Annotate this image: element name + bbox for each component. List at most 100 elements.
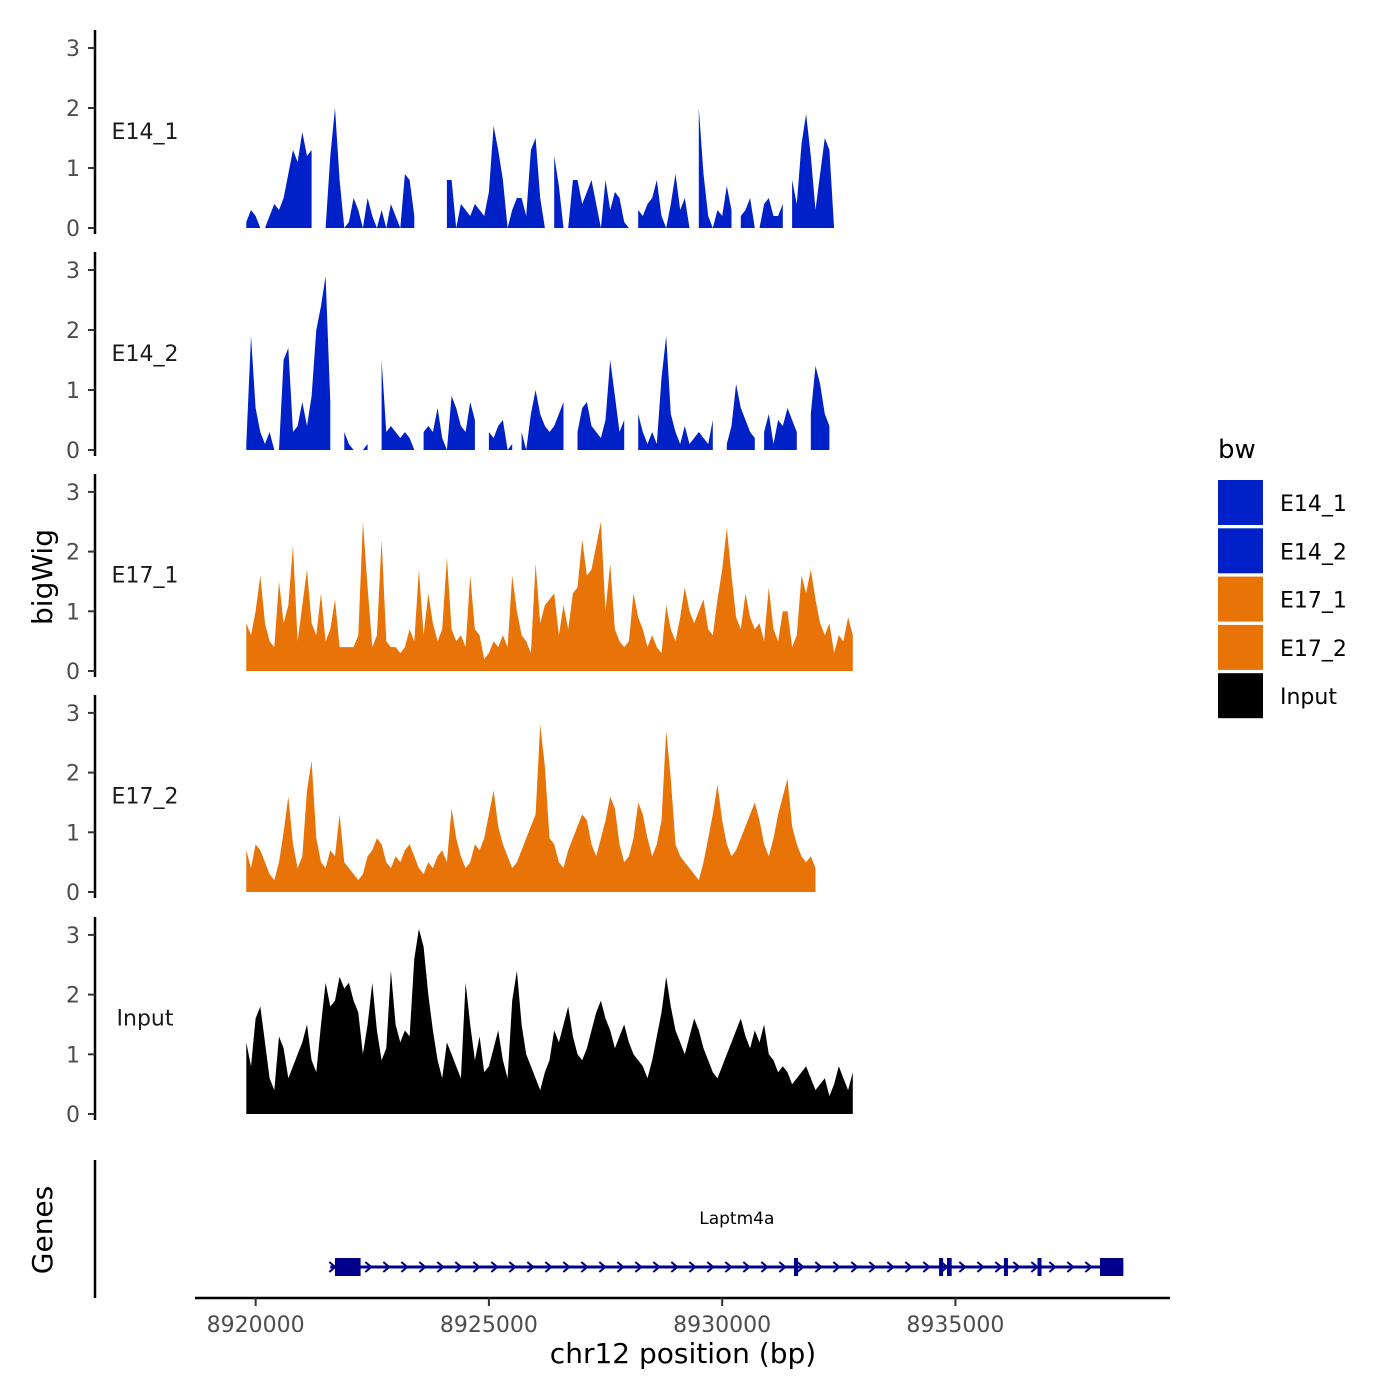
signal-area-E14_2	[726, 384, 755, 450]
x-axis-title: chr12 position (bp)	[550, 1337, 816, 1370]
signal-area-E14_2	[577, 360, 625, 450]
y-tick-label: 3	[66, 924, 80, 949]
track-label: Input	[117, 1007, 174, 1032]
y-tick-label: 0	[66, 217, 80, 242]
y-tick-label: 1	[66, 821, 80, 846]
gene-exon	[947, 1258, 952, 1276]
y-tick-label: 3	[66, 702, 80, 727]
strand-arrow	[904, 1261, 913, 1273]
signal-area-E14_1	[446, 126, 545, 228]
signal-area-E14_1	[792, 114, 835, 228]
genes-axis-title: Genes	[26, 1186, 59, 1274]
y-tick-label: 2	[66, 319, 80, 344]
gene-Laptm4a: Laptm4a	[328, 1209, 1124, 1276]
legend-entry-E17_2: E17_2	[1218, 624, 1347, 670]
gene-exon	[939, 1258, 944, 1276]
signal-area-E14_2	[764, 408, 797, 450]
legend-label: E17_2	[1280, 637, 1347, 662]
strand-arrow	[400, 1261, 409, 1273]
strand-arrow	[580, 1261, 589, 1273]
strand-arrow	[508, 1261, 517, 1273]
strand-arrow	[670, 1261, 679, 1273]
legend-entry-E14_2: E14_2	[1218, 528, 1347, 574]
strand-arrow	[850, 1261, 859, 1273]
strand-arrow	[436, 1261, 445, 1273]
y-tick-label: 2	[66, 97, 80, 122]
strand-arrow	[994, 1261, 1003, 1273]
strand-arrow	[868, 1261, 877, 1273]
legend-label: E14_2	[1280, 540, 1347, 565]
signal-area-E14_2	[344, 432, 368, 450]
signal-area-E14_2	[810, 366, 830, 450]
strand-arrow	[688, 1261, 697, 1273]
y-tick-label: 1	[66, 379, 80, 404]
y-tick-label: 0	[66, 660, 80, 685]
y-tick-label: 0	[66, 439, 80, 464]
strand-arrow	[1048, 1261, 1057, 1273]
x-tick-label: 8935000	[906, 1313, 1004, 1338]
signal-area-E14_1	[246, 132, 312, 228]
legend-swatch	[1218, 624, 1263, 670]
legend-label: E14_1	[1280, 492, 1347, 517]
track-label: E17_1	[112, 564, 179, 589]
signal-area-E14_1	[740, 198, 783, 228]
signal-area-E14_1	[698, 108, 732, 228]
y-tick-label: 3	[66, 481, 80, 506]
strand-arrow	[778, 1261, 787, 1273]
y-tick-label: 1	[66, 157, 80, 182]
track-label: E14_2	[112, 342, 179, 367]
track-Input: 0 1 2 3 Input	[66, 917, 853, 1128]
gene-label: Laptm4a	[699, 1209, 774, 1229]
legend-entries: E14_1 E14_2 E17_1 E17_2 Input	[1218, 480, 1347, 719]
strand-arrow	[454, 1261, 463, 1273]
genes-panel: Genes Laptm4a	[26, 1160, 1124, 1298]
strand-arrow	[652, 1261, 661, 1273]
strand-arrow	[634, 1261, 643, 1273]
strand-arrow	[382, 1261, 391, 1273]
x-tick-label: 8930000	[673, 1313, 771, 1338]
signal-area-E14_2	[381, 360, 415, 450]
signal-area-Input	[246, 928, 853, 1114]
signal-tracks: 0 1 2 3 E14_1 0 1 2 3 E14_2 0 1 2 3 E17_1 0 1 2 3 E17_2 0 1 2 3…	[66, 30, 853, 1128]
track-E14_1: 0 1 2 3 E14_1	[66, 30, 835, 242]
signal-area-E17_2	[246, 724, 816, 892]
signal-area-E17_1	[246, 521, 853, 671]
track-label: E14_1	[112, 120, 179, 145]
strand-arrow	[814, 1261, 823, 1273]
strand-arrow	[958, 1261, 967, 1273]
x-tick-label: 8920000	[207, 1313, 305, 1338]
signal-area-E14_2	[423, 396, 475, 450]
strand-arrow	[472, 1261, 481, 1273]
signal-area-E14_2	[488, 420, 513, 450]
signal-area-E14_2	[246, 276, 331, 450]
strand-arrow	[760, 1261, 769, 1273]
strand-arrow	[706, 1261, 715, 1273]
x-axis: 8920000 8925000 8930000 8935000 chr12 posit…	[195, 1296, 1170, 1370]
strand-arrow	[562, 1261, 571, 1273]
strand-arrow	[598, 1261, 607, 1273]
gene-exon	[1003, 1258, 1008, 1276]
y-tick-label: 0	[66, 1103, 80, 1128]
strand-arrow	[886, 1261, 895, 1273]
legend: bw E14_1 E14_2 E17_1 E17_2 Input	[1218, 435, 1347, 719]
track-label: E17_2	[112, 785, 179, 810]
legend-label: Input	[1280, 685, 1337, 710]
legend-swatch	[1218, 480, 1263, 525]
y-tick-label: 1	[66, 600, 80, 625]
legend-entry-E17_1: E17_1	[1218, 576, 1347, 622]
y-tick-label: 3	[66, 37, 80, 62]
strand-arrow	[742, 1261, 751, 1273]
track-E14_2: 0 1 2 3 E14_2	[66, 252, 830, 464]
legend-swatch	[1218, 673, 1263, 719]
x-tick-label: 8925000	[440, 1313, 538, 1338]
y-tick-label: 0	[66, 881, 80, 906]
strand-arrow	[490, 1261, 499, 1273]
signal-area-E14_1	[638, 174, 690, 228]
legend-entry-Input: Input	[1218, 673, 1337, 719]
legend-entry-E14_1: E14_1	[1218, 480, 1347, 525]
signal-area-E14_2	[521, 390, 564, 450]
strand-arrow	[1012, 1261, 1021, 1273]
strand-arrow	[832, 1261, 841, 1273]
y-tick-label: 1	[66, 1043, 80, 1068]
strand-arrow	[418, 1261, 427, 1273]
